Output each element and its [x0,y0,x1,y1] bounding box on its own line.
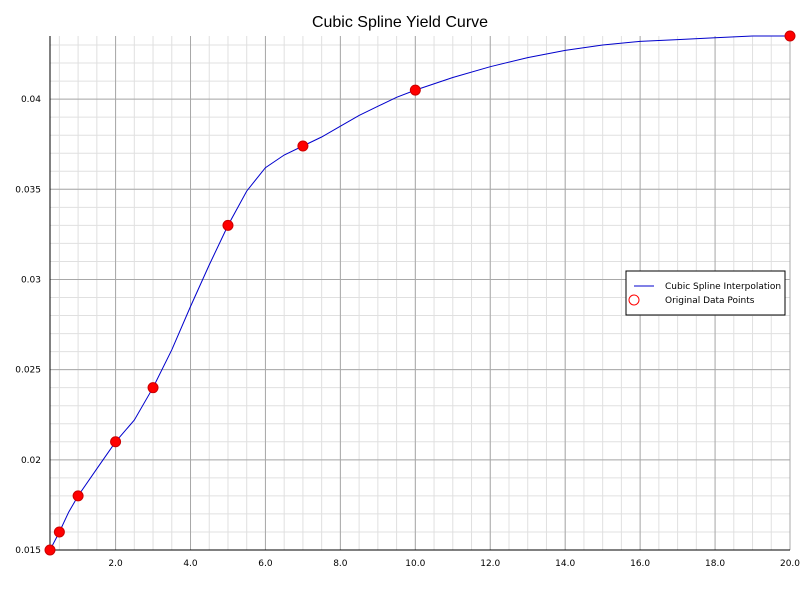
y-tick-label: 0.03 [21,275,41,285]
y-tick-label: 0.035 [15,185,41,195]
x-tick-label: 2.0 [108,559,123,569]
data-point [222,219,234,231]
x-tick-label: 20.0 [780,559,800,569]
x-tick-label: 8.0 [333,559,348,569]
axes [49,36,790,551]
x-axis-tick-labels: 2.0 4.0 6.0 8.0 10.0 12.0 14.0 16.0 18.0 20.0 [108,559,800,569]
x-tick-label: 16.0 [630,559,650,569]
legend-marker-swatch [628,294,640,306]
x-tick-label: 4.0 [183,559,198,569]
data-point [409,84,421,96]
x-tick-label: 14.0 [555,559,575,569]
legend-box [625,270,786,316]
y-tick-label: 0.015 [15,546,41,556]
data-point [297,140,309,152]
data-point [147,382,159,394]
y-axis-tick-labels: 0.015 0.02 0.025 0.03 0.035 0.04 [15,95,41,556]
data-points-series [44,30,796,556]
x-tick-label: 6.0 [258,559,273,569]
y-tick-label: 0.04 [21,95,41,105]
y-tick-label: 0.025 [15,366,41,376]
y-tick-label: 0.02 [21,456,41,466]
data-point [44,544,56,556]
x-tick-label: 10.0 [405,559,425,569]
chart-title: Cubic Spline Yield Curve [312,14,488,31]
x-tick-label: 12.0 [480,559,500,569]
data-point [72,490,84,502]
data-point [110,436,122,448]
legend-label-points: Original Data Points [665,296,755,306]
legend-label-spline: Cubic Spline Interpolation [665,282,781,292]
x-tick-label: 18.0 [705,559,725,569]
legend: Cubic Spline Interpolation Original Data… [625,270,786,316]
data-point [784,30,796,42]
data-point [53,526,65,538]
